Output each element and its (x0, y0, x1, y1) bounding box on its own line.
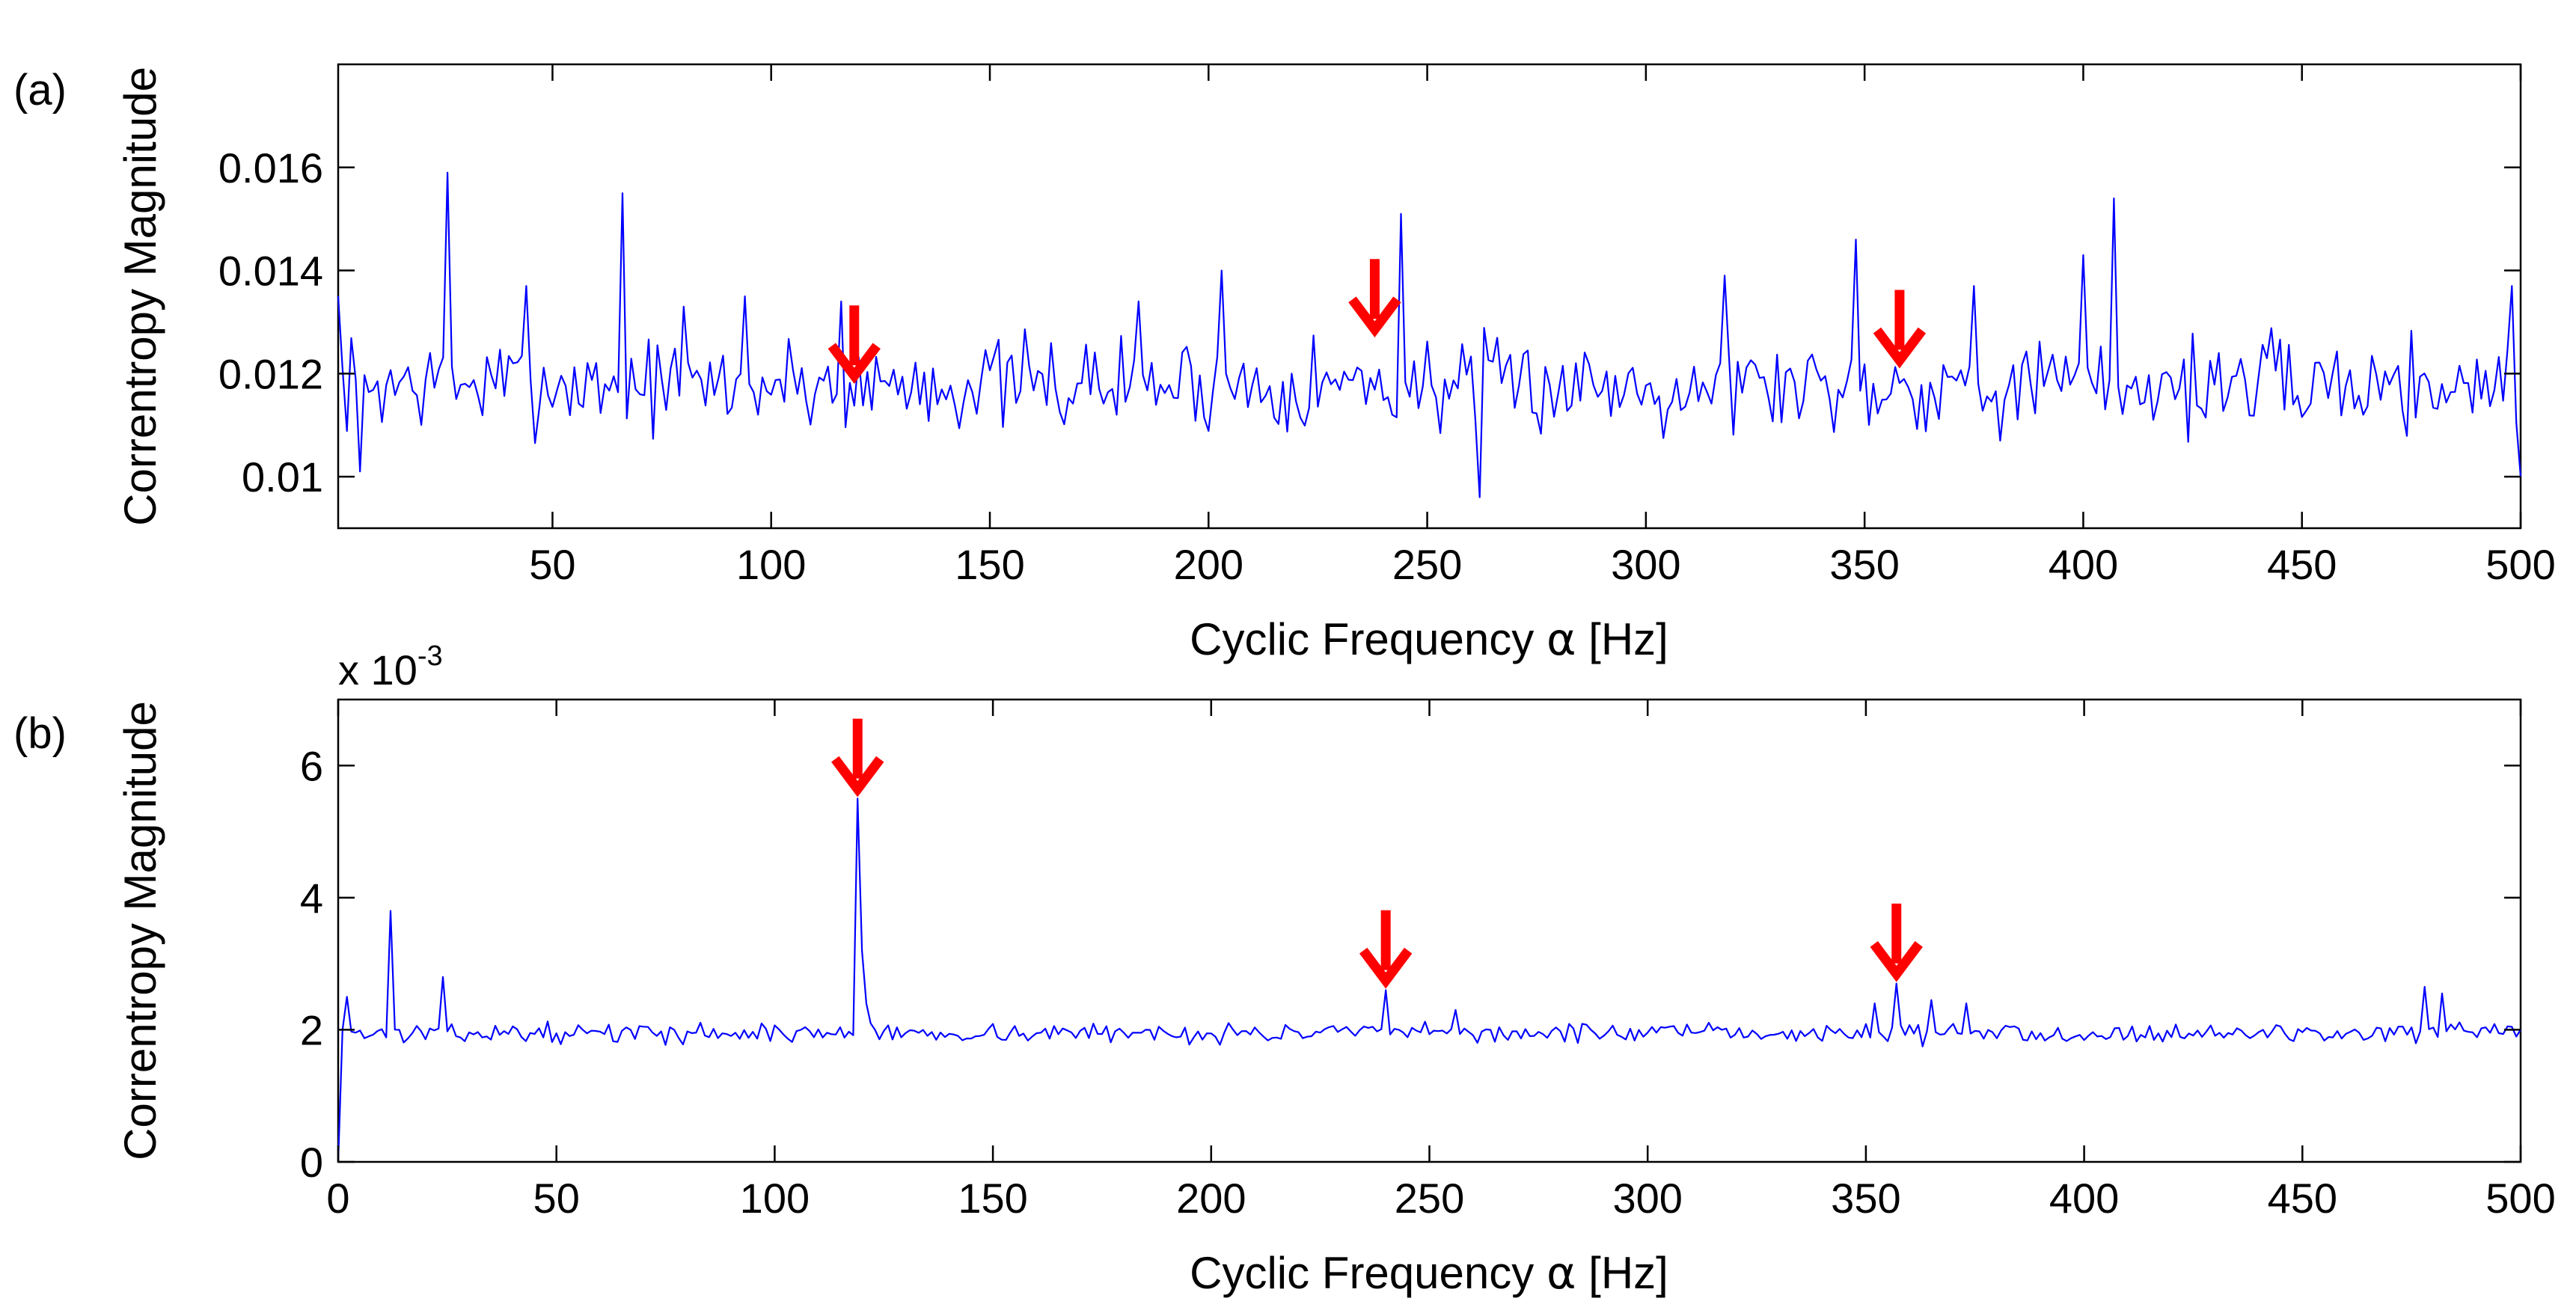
panel-b-annotation-arrow (1870, 903, 1923, 982)
panel-b-plot-area (337, 698, 2522, 1163)
panel-b-series (337, 798, 2521, 1163)
panel-a-xtick-label: 300 (1611, 541, 1680, 588)
panel-a-annotation-arrow (1348, 259, 1401, 338)
panel-b-annotation-arrow (831, 718, 884, 798)
panel-b-xtick-label: 150 (958, 1175, 1027, 1222)
panel-a-annotation-arrow (827, 305, 881, 385)
panel-b-xtick-label: 200 (1176, 1175, 1246, 1222)
panel-a-xtick-label: 450 (2267, 541, 2337, 588)
panel-b-xtick-label: 400 (2049, 1175, 2119, 1222)
panel-a-xlabel: Cyclic Frequency α [Hz] (1190, 613, 1668, 666)
panel-a-ylabel: Correntropy Magnitude (115, 67, 165, 526)
panel-b-xtick-label: 450 (2268, 1175, 2337, 1222)
panel-a-ytick-label: 0.014 (218, 248, 323, 295)
panel-b-ytick-label: 0 (300, 1139, 323, 1186)
panel-a-series (337, 171, 2522, 498)
panel-b-xtick-label: 250 (1395, 1175, 1464, 1222)
panel-b-xtick-label: 100 (740, 1175, 810, 1222)
panel-a-annotation-arrow (1873, 290, 1927, 369)
panel-b-xtick-label: 300 (1612, 1175, 1682, 1222)
panel-b-ytick-label: 6 (300, 742, 323, 789)
panel-a-xtick-label: 500 (2485, 541, 2555, 588)
panel-a-xtick-label: 200 (1174, 541, 1243, 588)
panel-b-xlabel: Cyclic Frequency α [Hz] (1190, 1247, 1668, 1300)
panel-a: (a) 50 100 150 200 250 300 350 400 450 500 0.01 0.0… (13, 63, 2556, 666)
panel-b-xtick-label: 0 (326, 1175, 349, 1222)
panel-a-ytick-label: 0.012 (218, 350, 323, 397)
panel-b-arrows (831, 718, 1923, 989)
panel-b-ylabel: Correntropy Magnitude (115, 701, 165, 1160)
panel-a-xtick-label: 250 (1392, 541, 1462, 588)
panel-a-xtick-label: 100 (736, 541, 806, 588)
panel-b-ytick-label: 2 (300, 1006, 323, 1053)
panel-b-ytick-label: 4 (300, 875, 323, 922)
panel-b-label: (b) (13, 709, 67, 758)
panel-a-ytick-label: 0.01 (242, 453, 323, 501)
panel-b-ticks: 0 50 100 150 200 250 300 350 400 450 500 0 2 4 6 (300, 700, 2556, 1222)
panel-a-plot-area (337, 63, 2522, 530)
panel-a-xtick-label: 350 (1829, 541, 1899, 588)
panel-a-series-line (337, 171, 2522, 498)
panel-b-exponent-label: x 10-3 (338, 640, 443, 694)
panel-b-xtick-label: 500 (2485, 1175, 2555, 1222)
panel-b-annotation-arrow (1359, 910, 1413, 989)
panel-b-xtick-label: 50 (533, 1175, 580, 1222)
panel-b: (b) x 10-3 0 50 100 150 200 250 300 350 400 450 50… (13, 640, 2556, 1300)
panel-b-series-line (337, 798, 2521, 1163)
panel-a-xtick-label: 50 (529, 541, 575, 588)
panel-a-label: (a) (13, 66, 67, 114)
panel-a-ticks: 50 100 150 200 250 300 350 400 450 500 0.01 0.012 0.… (218, 64, 2556, 588)
panel-a-xtick-label: 150 (955, 541, 1024, 588)
panel-a-arrows (827, 259, 1927, 385)
panel-b-xtick-label: 350 (1831, 1175, 1900, 1222)
panel-a-xtick-label: 400 (2049, 541, 2118, 588)
panel-a-ytick-label: 0.016 (218, 144, 323, 192)
